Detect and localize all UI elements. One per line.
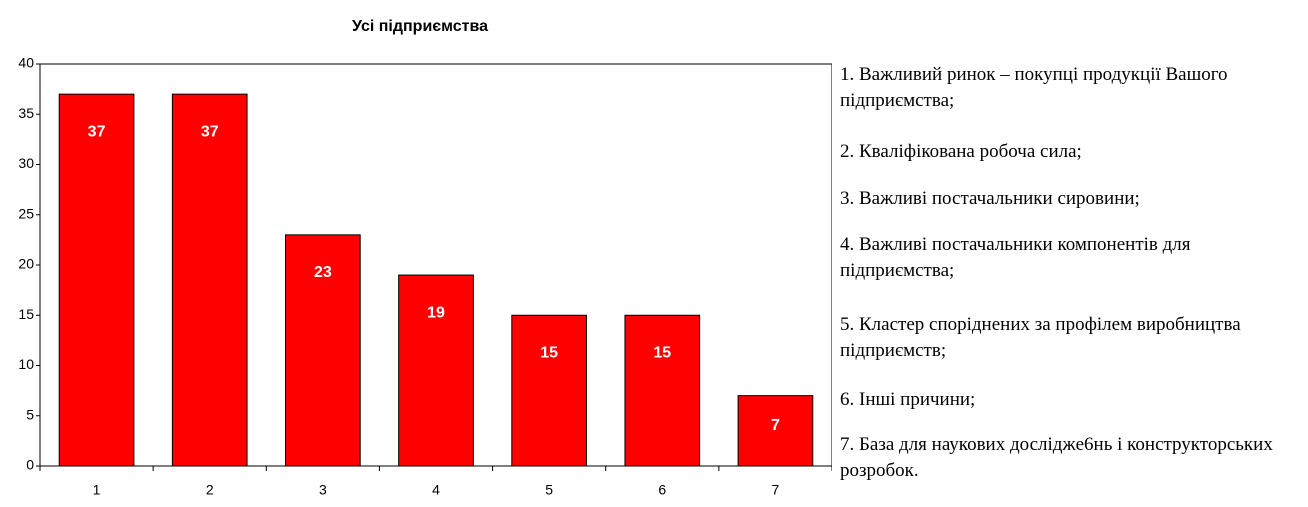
bar [624,314,701,467]
x-tick-label: 5 [545,482,553,498]
y-tick-label: 20 [18,256,34,272]
data-label: 37 [201,123,219,140]
legend-note: 4. Важливі постачальники компонентів для… [840,234,1191,281]
data-label: 15 [653,344,671,361]
legend-note: 1. Важливий ринок – покупці продукції Ва… [840,64,1228,111]
y-tick-label: 5 [26,406,34,422]
y-tick-label: 0 [26,457,34,473]
x-tick-label: 3 [319,482,327,498]
chart-title: Усі підприємства [352,18,488,35]
x-tick-label: 7 [772,482,780,498]
y-tick-label: 40 [18,55,34,71]
y-tick-label: 10 [18,356,34,372]
x-tick-label: 1 [93,482,101,498]
bar [737,395,814,467]
legend-note: 5. Кластер споріднених за профілем вироб… [840,314,1241,361]
legend-note: 3. Важливі постачальники сировини; [840,188,1140,209]
data-label: 15 [540,344,558,361]
legend-note: 6. Інші причини; [840,389,976,410]
bar [398,274,474,467]
y-tick-label: 15 [18,306,34,322]
x-tick-label: 6 [658,482,666,498]
data-label: 37 [88,123,106,140]
y-tick-label: 35 [18,105,34,121]
bar [171,93,248,467]
x-tick-label: 2 [206,482,214,498]
bar [58,93,135,467]
legend-note: 2. Кваліфікована робоча сила; [840,141,1082,162]
y-tick-label: 30 [18,155,34,171]
chart: Усі підприємства 05101520253035401372373… [18,18,832,498]
x-tick-label: 4 [432,482,440,498]
bar [285,234,361,467]
data-label: 23 [314,264,332,281]
data-label: 7 [771,417,780,434]
bar [511,314,587,467]
y-tick-label: 25 [18,205,34,221]
data-label: 19 [427,304,445,321]
legend-note: 7. База для наукових досліджe6нь і конст… [840,434,1273,481]
